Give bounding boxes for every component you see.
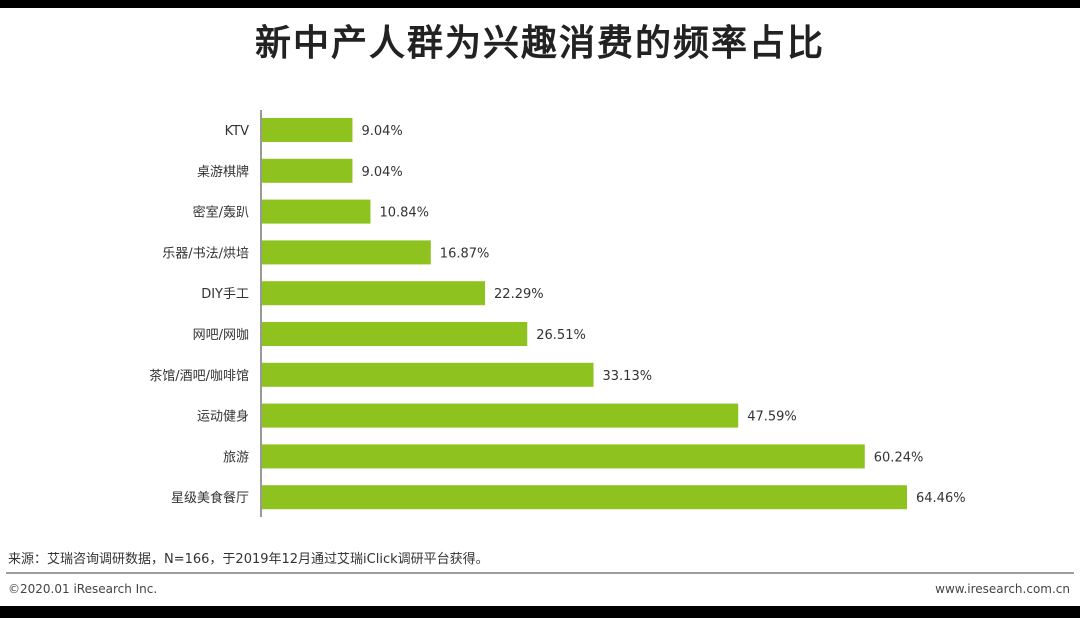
top-black-bar (0, 0, 1080, 8)
bottom-black-bar (0, 606, 1080, 618)
bar-chart: KTV 9.04% 桌游棋牌 9.04% 密室/轰趴 10.84% 乐器/书法/烘培 16.8… (149, 110, 966, 517)
bar (262, 281, 486, 306)
bar (262, 118, 353, 142)
category-label: 茶馆/酒吧/咖啡馆 (149, 368, 249, 384)
data-label: 47.59% (747, 410, 797, 425)
bar (262, 158, 353, 183)
category-label: KTV (225, 124, 249, 139)
data-label: 64.46% (916, 491, 966, 506)
data-label: 60.24% (874, 450, 924, 465)
website-url: www.iresearch.com.cn (935, 582, 1070, 596)
category-label: 旅游 (223, 450, 249, 465)
copyright-text: ©2020.01 iResearch Inc. (8, 582, 158, 596)
data-label: 22.29% (494, 287, 544, 302)
category-label: 运动健身 (197, 409, 249, 425)
bar (262, 362, 594, 387)
footer-divider (6, 572, 1074, 574)
category-label: DIY手工 (201, 287, 249, 302)
bar (262, 444, 865, 469)
source-note: 来源：艾瑞咨询调研数据，N=166，于2019年12月通过艾瑞iClick调研平… (8, 552, 489, 567)
category-label: 星级美食餐厅 (171, 490, 249, 506)
data-label: 10.84% (379, 206, 429, 221)
category-label: 桌游棋牌 (197, 164, 249, 180)
data-label: 26.51% (536, 328, 586, 343)
category-label: 乐器/书法/烘培 (162, 245, 249, 261)
data-label: 9.04% (361, 124, 402, 139)
bar (262, 322, 528, 346)
bar (262, 403, 739, 428)
bar (262, 485, 907, 510)
data-label: 16.87% (440, 246, 490, 261)
data-label: 33.13% (603, 369, 653, 384)
category-label: 密室/轰趴 (193, 205, 249, 221)
bar (262, 199, 371, 224)
bar (262, 240, 431, 265)
chart-title: 新中产人群为兴趣消费的频率占比 (254, 23, 825, 64)
category-label: 网吧/网咖 (193, 328, 249, 343)
data-label: 9.04% (361, 165, 402, 180)
